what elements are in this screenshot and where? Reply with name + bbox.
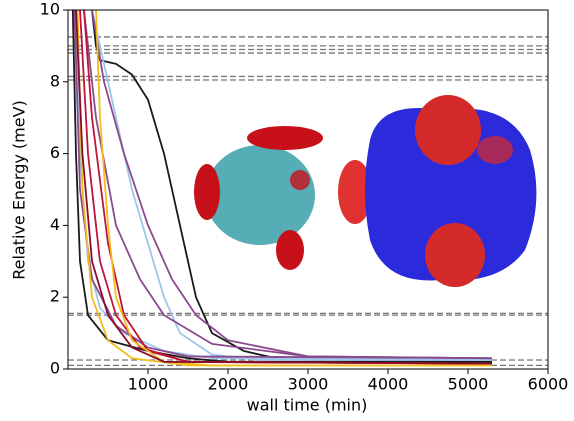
x-tick-label: 5000 — [448, 375, 489, 394]
x-tick-label: 3000 — [288, 375, 329, 394]
y-tick-label: 6 — [50, 143, 60, 162]
y-tick-label: 10 — [40, 0, 60, 19]
x-tick-label: 4000 — [368, 375, 409, 394]
y-tick-label: 4 — [50, 215, 60, 234]
y-tick-label: 0 — [50, 359, 60, 378]
series-line — [91, 10, 493, 360]
lines — [71, 10, 493, 367]
x-tick-label: 2000 — [208, 375, 249, 394]
series-line — [76, 10, 492, 367]
series-line — [83, 10, 493, 360]
orbital-image — [338, 95, 537, 287]
y-axis-label: Relative Energy (meV) — [10, 100, 29, 280]
x-tick-label: 6000 — [528, 375, 569, 394]
x-axis-label: wall time (min) — [247, 396, 368, 415]
y-tick-label: 2 — [50, 287, 60, 306]
y-tick-label: 8 — [50, 71, 60, 90]
series-line — [75, 10, 493, 365]
x-tick-label: 1000 — [128, 375, 169, 394]
cluster-image — [194, 126, 323, 270]
